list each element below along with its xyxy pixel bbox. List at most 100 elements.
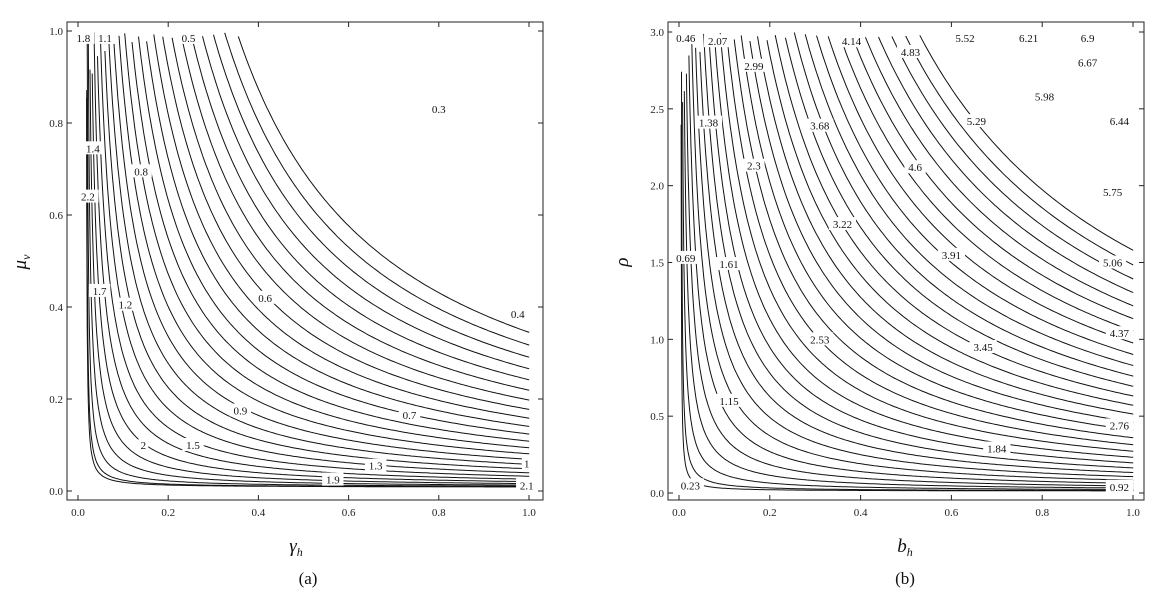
- contour-line: [138, 36, 530, 435]
- contour-label-background: [1098, 255, 1127, 269]
- contour-label-background: [951, 31, 979, 45]
- contour-line: [919, 35, 1134, 251]
- contour-level-label: 1.8: [77, 33, 91, 45]
- contour-line: [86, 38, 530, 487]
- contour-level-label: 1.15: [719, 396, 739, 408]
- contour-line: [89, 69, 530, 485]
- contour-label-background: [254, 290, 276, 304]
- contour-line: [171, 37, 530, 401]
- y-tick-label: 1.5: [650, 258, 664, 270]
- contour-level-label: 3.68: [810, 121, 830, 133]
- contour-level-label: 3.91: [942, 250, 961, 262]
- panel-a-x-axis-label: γh: [289, 536, 303, 559]
- panel-b-y-axis-label: ρ: [612, 257, 633, 267]
- contour-level-label: 1.2: [118, 300, 132, 312]
- contour-level-label: 1.9: [326, 475, 340, 487]
- contour-label-background: [837, 34, 866, 48]
- contour-level-label: 2.53: [810, 334, 830, 346]
- contour-line: [864, 37, 1134, 307]
- contour-line: [162, 36, 530, 410]
- x-tick-label: 0.0: [672, 507, 686, 519]
- contour-level-label: 1.7: [93, 286, 107, 298]
- contour-line: [816, 35, 1134, 355]
- contour-line: [713, 34, 1134, 458]
- x-tick-label: 0.4: [854, 507, 868, 519]
- contour-label-background: [507, 306, 529, 320]
- contour-line: [685, 73, 1134, 487]
- contour-label-background: [398, 408, 421, 422]
- contour-line: [681, 71, 1134, 491]
- contour-level-label: 1.5: [186, 440, 200, 452]
- contour-level-label: 0.7: [403, 410, 417, 422]
- contour-label-background: [364, 458, 387, 472]
- contour-line: [146, 41, 530, 427]
- contour-label-background: [1030, 89, 1059, 103]
- contour-line: [683, 91, 1134, 489]
- y-tick-label: 1.0: [650, 334, 664, 346]
- contour-line: [680, 124, 1134, 492]
- contour-level-label: 0.92: [1110, 482, 1129, 494]
- x-tick-label: 0.4: [252, 507, 266, 519]
- contour-line: [91, 73, 530, 483]
- contour-line: [100, 43, 530, 474]
- contour-label-background: [676, 478, 704, 492]
- contour-level-label: 1: [524, 458, 530, 470]
- contour-level-label: 2.2: [81, 192, 95, 204]
- contour-level-label: 2.3: [747, 161, 761, 173]
- contour-label-background: [82, 141, 104, 155]
- contour-label-background: [1105, 479, 1133, 493]
- contour-label-background: [1105, 326, 1133, 340]
- contour-level-label: 6.9: [1081, 33, 1095, 45]
- contour-label-background: [229, 403, 252, 417]
- contour-label-background: [177, 30, 200, 44]
- contour-line: [191, 37, 530, 381]
- contour-level-label: 0.4: [511, 309, 525, 321]
- contour-line: [224, 32, 530, 346]
- contour-label-background: [715, 257, 743, 271]
- contour-line: [733, 39, 1134, 439]
- x-tick-label: 1.0: [1126, 507, 1140, 519]
- contour-line: [86, 90, 530, 488]
- panel-b-caption: (b): [895, 569, 915, 588]
- contour-label-background: [1105, 114, 1133, 128]
- contour-level-label: 2.76: [1110, 420, 1130, 432]
- contour-line: [703, 33, 1134, 469]
- panel-a-contour-lines: [86, 32, 530, 488]
- contour-line: [839, 36, 1134, 332]
- contour-label-background: [740, 58, 768, 72]
- contour-level-label: 6.67: [1078, 58, 1098, 70]
- panel-a-plot-frame: [66, 21, 544, 501]
- contour-line: [104, 50, 530, 470]
- contour-level-label: 0.9: [233, 406, 247, 418]
- contour-label-background: [114, 297, 137, 311]
- contour-line: [688, 55, 1134, 484]
- contour-label-background: [1098, 184, 1127, 198]
- panel-b-plot-frame: [667, 21, 1145, 501]
- contour-line: [213, 34, 530, 358]
- contour-level-label: 2: [141, 440, 147, 452]
- y-tick-label: 1.0: [49, 26, 63, 38]
- contour-label-background: [715, 393, 743, 407]
- x-tick-label: 0.8: [432, 507, 446, 519]
- contour-level-label: 0.8: [134, 166, 148, 178]
- contour-line: [131, 41, 530, 442]
- contour-line: [97, 56, 530, 477]
- contour-level-label: 2.99: [744, 61, 764, 73]
- contour-level-label: 6.21: [1019, 33, 1038, 45]
- contour-label-background: [896, 44, 925, 58]
- contour-level-label: 3.45: [974, 342, 994, 354]
- contour-label-background: [743, 158, 765, 172]
- contour-label-background: [1105, 418, 1133, 432]
- contour-line: [749, 41, 1134, 423]
- contour-level-label: 5.52: [955, 33, 974, 45]
- panel-a-level-labels: 1.8 1.1 0.5 0.3 1.4 0.8 2.2 0.6 0.4 1.7 1.2 0.9 0.7 2…: [72, 30, 538, 492]
- contour-line: [699, 51, 1134, 473]
- contour-level-label: 5.29: [967, 116, 987, 128]
- contour-line: [181, 37, 530, 391]
- contour-label-background: [1074, 55, 1102, 69]
- contour-level-label: 5.06: [1103, 258, 1123, 270]
- contour-label-background: [94, 30, 116, 44]
- contour-level-label: 1.4: [86, 143, 100, 155]
- panel-b-ticks: 0.0 0.2 0.4 0.6 0.8 1.0 0.0 0.5 1.0 1.5 2.0 2.5 3.0: [650, 22, 1144, 519]
